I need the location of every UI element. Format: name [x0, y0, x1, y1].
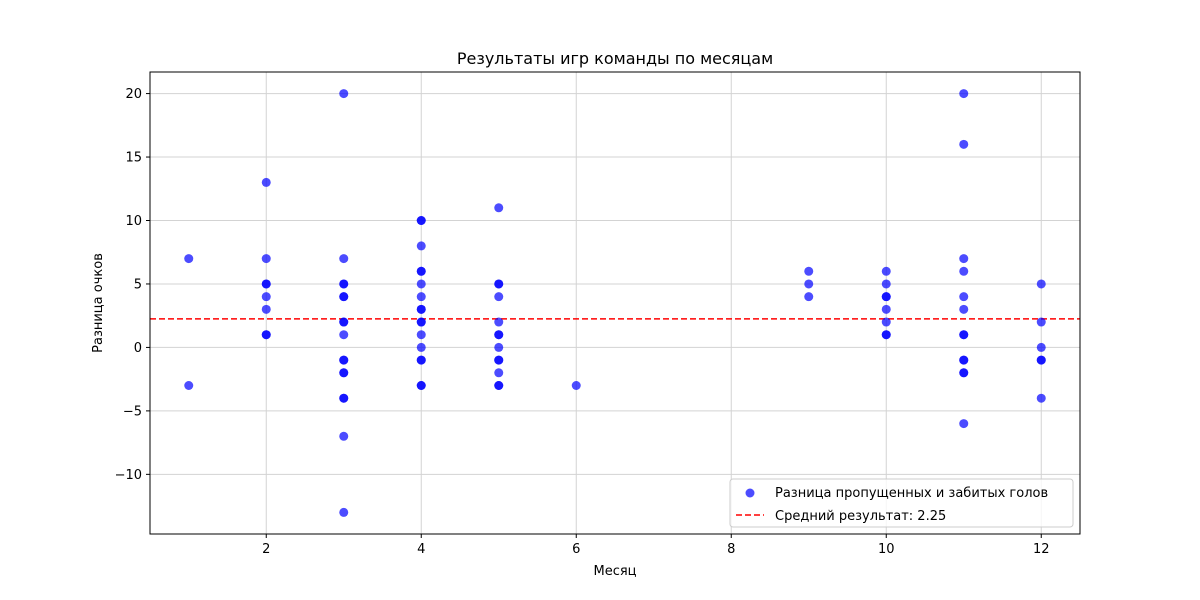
x-tick-label: 12 — [1033, 542, 1050, 557]
scatter-point — [494, 355, 504, 365]
y-tick-label: −5 — [123, 404, 142, 419]
scatter-point — [881, 279, 891, 289]
y-tick-label: 20 — [125, 87, 142, 102]
scatter-point — [804, 266, 814, 276]
scatter-point — [416, 304, 426, 314]
x-tick-label: 10 — [878, 542, 895, 557]
scatter-point — [261, 330, 271, 340]
scatter-point — [494, 342, 504, 352]
scatter-point — [339, 507, 349, 517]
scatter-point — [261, 292, 271, 302]
scatter-point — [184, 254, 194, 264]
scatter-point — [494, 317, 504, 327]
scatter-point — [1036, 355, 1046, 365]
grid — [150, 72, 1080, 534]
scatter-point — [494, 381, 504, 390]
y-tick-label: 5 — [134, 277, 142, 292]
scatter-point — [959, 254, 969, 264]
scatter-point — [959, 368, 969, 378]
scatter-points — [184, 89, 1046, 517]
y-tick-label: −10 — [115, 468, 142, 483]
scatter-point — [416, 266, 426, 276]
x-tick-label: 8 — [727, 542, 735, 557]
plot-frame — [149, 71, 1081, 535]
scatter-point — [261, 279, 271, 289]
scatter-point — [416, 279, 426, 289]
scatter-point — [571, 381, 581, 390]
scatter-point — [261, 177, 271, 187]
scatter-point — [959, 266, 969, 276]
scatter-point — [1036, 342, 1046, 352]
scatter-point — [339, 89, 349, 99]
scatter-point — [416, 241, 426, 251]
scatter-point — [959, 89, 969, 99]
scatter-point — [416, 317, 426, 327]
x-tick-label: 6 — [572, 542, 580, 557]
scatter-point — [804, 292, 814, 302]
scatter-point — [881, 292, 891, 302]
y-axis-title: Разница очков — [91, 253, 106, 353]
scatter-point — [494, 203, 504, 213]
scatter-point — [1036, 279, 1046, 289]
scatter-point — [416, 330, 426, 340]
scatter-point — [881, 266, 891, 276]
scatter-point — [339, 254, 349, 264]
scatter-point — [959, 304, 969, 314]
legend-reference-line-label: Средний результат: 2.25 — [775, 509, 946, 524]
scatter-point — [959, 419, 969, 429]
scatter-point — [494, 292, 504, 302]
legend-scatter-marker — [745, 488, 755, 498]
y-tick-label: 15 — [125, 151, 142, 166]
scatter-point — [416, 216, 426, 225]
scatter-point — [339, 368, 349, 378]
x-tick-label: 2 — [262, 542, 270, 557]
scatter-point — [416, 342, 426, 352]
scatter-point — [959, 292, 969, 302]
scatter-point — [184, 381, 194, 390]
scatter-point — [494, 368, 504, 378]
scatter-point — [416, 381, 426, 390]
scatter-point — [881, 330, 891, 340]
scatter-point — [1036, 317, 1046, 327]
scatter-point — [959, 139, 969, 149]
scatter-point — [416, 355, 426, 365]
scatter-point — [881, 317, 891, 327]
scatter-point — [339, 393, 349, 403]
scatter-point — [261, 254, 271, 264]
scatter-point — [494, 279, 504, 289]
x-axis-title: Месяц — [593, 564, 636, 579]
legend: Разница пропущенных и забитых голов Сред… — [729, 478, 1074, 528]
scatter-point — [339, 279, 349, 289]
scatter-point — [1036, 393, 1046, 403]
scatter-point — [339, 317, 349, 327]
scatter-point — [339, 431, 349, 441]
scatter-point — [881, 304, 891, 314]
scatter-point — [959, 330, 969, 340]
scatter-point — [339, 355, 349, 365]
scatter-point — [494, 330, 504, 340]
scatter-point — [804, 279, 814, 289]
scatter-point — [339, 330, 349, 340]
legend-box — [729, 478, 1074, 528]
y-tick-label: 10 — [125, 214, 142, 229]
scatter-point — [339, 292, 349, 302]
chart-title: Результаты игр команды по месяцам — [457, 49, 773, 68]
scatter-point — [416, 292, 426, 302]
scatter-point — [959, 355, 969, 365]
legend-scatter-label: Разница пропущенных и забитых голов — [775, 486, 1048, 501]
axis-ticks: 2 4 6 8 10 12 −10 −5 0 5 10 15 20 — [115, 87, 1050, 557]
y-tick-label: 0 — [134, 341, 142, 356]
x-tick-label: 4 — [417, 542, 425, 557]
scatter-point — [261, 304, 271, 314]
